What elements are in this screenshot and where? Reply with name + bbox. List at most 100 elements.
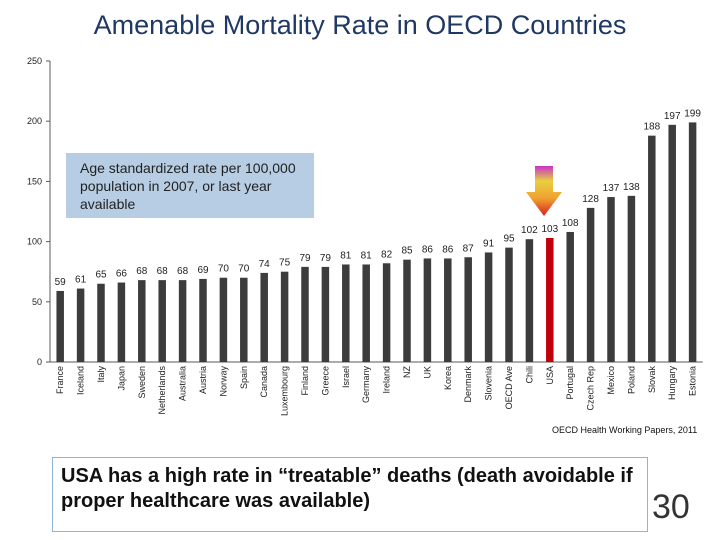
category-label: Poland: [626, 366, 636, 394]
value-label: 69: [197, 265, 209, 276]
bar: [423, 258, 432, 362]
category-label: Czech Rep: [586, 366, 596, 411]
bar: [566, 231, 574, 362]
bar: [56, 290, 64, 362]
y-tick-label: 50: [32, 297, 42, 307]
value-label: 70: [218, 264, 230, 275]
category-label: France: [55, 366, 65, 394]
category-label: Greece: [320, 366, 330, 396]
page-number: 30: [652, 488, 690, 526]
category-label: Luxembourg: [280, 366, 290, 416]
bar-chart: 0 50 100 150 200 250 59 61 65 66 68 68 68 69 70 70 74 75…: [27, 56, 703, 417]
category-label: Japan: [116, 366, 126, 391]
category-label: Denmark: [463, 366, 473, 403]
category-label: Netherlands: [157, 366, 167, 415]
value-label: 87: [463, 243, 475, 254]
value-label: 74: [259, 259, 271, 270]
bar: [505, 247, 513, 362]
bar: [178, 280, 187, 362]
bar: [219, 277, 228, 362]
category-label: Estonia: [688, 366, 698, 396]
category-label: Austria: [198, 366, 208, 394]
value-label: 68: [177, 266, 189, 277]
bar: [484, 252, 493, 362]
y-tick-label: 200: [27, 116, 42, 126]
down-arrow-icon: [526, 166, 562, 216]
category-label: Slovak: [647, 366, 657, 394]
value-labels: 59 61 65 66 68 68 68 69 70 70 74 75 79 79 81 81 82 85 86 86…: [55, 108, 702, 288]
bar: [668, 124, 676, 362]
value-label: 68: [136, 266, 148, 277]
value-label: 79: [320, 253, 332, 264]
source-note: OECD Health Working Papers, 2011: [552, 425, 698, 435]
bar: [158, 280, 166, 362]
value-label: 70: [238, 264, 250, 275]
value-label: 82: [381, 249, 393, 260]
value-label: 91: [483, 238, 495, 249]
bars: [56, 122, 697, 363]
category-label: OECD Ave: [504, 366, 514, 409]
bar: [138, 280, 146, 362]
slide-title: Amenable Mortality Rate in OECD Countrie…: [93, 10, 627, 40]
category-label: Canada: [259, 366, 269, 398]
bar: [688, 122, 697, 363]
value-label: 86: [442, 244, 454, 255]
value-label: 85: [401, 246, 413, 257]
value-label: 65: [95, 270, 107, 281]
category-label: Italy: [96, 366, 106, 383]
category-label: Sweden: [137, 366, 147, 399]
value-label: 199: [684, 108, 701, 119]
category-label: NZ: [402, 366, 412, 378]
category-label: Portugal: [565, 366, 575, 400]
bar: [280, 271, 289, 362]
callout-text: USA has a high rate in “treatable” death…: [52, 457, 648, 532]
value-label: 138: [623, 182, 640, 193]
bar: [199, 278, 207, 362]
bar: [321, 266, 330, 362]
bar: [546, 237, 554, 362]
bar: [382, 263, 391, 362]
value-label: 128: [582, 194, 599, 205]
value-label: 59: [55, 277, 67, 288]
value-label: 81: [340, 250, 352, 261]
category-label: USA: [545, 366, 555, 385]
bar: [525, 239, 534, 362]
value-label: 95: [503, 234, 515, 245]
bar: [648, 135, 656, 362]
bar: [117, 282, 126, 362]
y-tick-label: 150: [27, 176, 42, 186]
value-label: 197: [664, 111, 681, 122]
value-label: 108: [562, 218, 579, 229]
bar: [403, 259, 411, 362]
category-label: Australia: [178, 366, 188, 401]
category-label: Slovenia: [484, 366, 494, 401]
bar: [260, 272, 268, 362]
category-label: Israel: [341, 366, 351, 388]
category-label: Spain: [239, 366, 249, 389]
value-label: 102: [521, 225, 538, 236]
bar: [342, 264, 350, 362]
value-label: 137: [603, 183, 620, 194]
bar: [444, 258, 452, 362]
category-label: Iceland: [76, 366, 86, 395]
bar: [464, 257, 472, 362]
category-label: Chili: [524, 366, 534, 384]
value-label: 103: [541, 224, 558, 235]
chart-note: Age standardized rate per 100,000 popula…: [66, 153, 314, 218]
category-label: Ireland: [382, 366, 392, 394]
category-label: UK: [422, 366, 432, 379]
category-label: Germany: [361, 366, 371, 404]
category-labels: France Iceland Italy Japan Sweden Netherlands…: [55, 366, 697, 417]
value-label: 68: [157, 266, 169, 277]
bar: [607, 197, 615, 362]
bar: [76, 288, 85, 362]
value-label: 66: [116, 269, 128, 280]
value-label: 81: [361, 250, 373, 261]
value-label: 188: [643, 122, 660, 133]
bar: [362, 264, 370, 362]
category-label: Hungary: [667, 366, 677, 401]
bar: [627, 195, 636, 362]
y-tick-label: 250: [27, 56, 42, 66]
y-tick-label: 0: [37, 357, 42, 367]
bar: [586, 207, 595, 362]
